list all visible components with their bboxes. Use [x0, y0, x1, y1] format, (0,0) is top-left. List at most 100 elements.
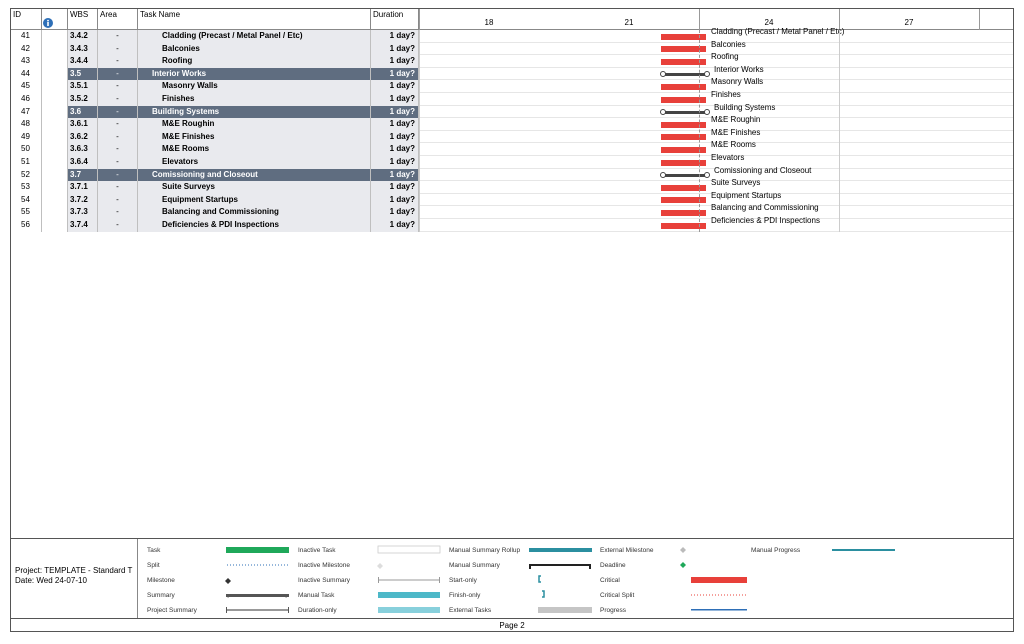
gantt-row: M&E Roughin [419, 115, 1013, 131]
task-indicators [42, 67, 68, 81]
task-wbs: 3.6.3 [68, 143, 98, 156]
task-wbs: 3.7.1 [68, 181, 98, 194]
legend-label: Duration-only [298, 607, 337, 614]
task-name: Balancing and Commissioning [138, 206, 371, 219]
task-row[interactable]: 43 3.4.4- Roofing 1 day? [11, 55, 419, 68]
task-id: 52 [11, 168, 42, 182]
task-id: 48 [11, 118, 42, 131]
task-row[interactable]: 42 3.4.3- Balconies 1 day? [11, 42, 419, 56]
bar-label: Cladding (Precast / Metal Panel / Etc) [711, 27, 845, 36]
critical-task-bar[interactable] [661, 83, 706, 90]
summary-task-row[interactable]: 44 3.5- Interior Works 1 day? [11, 67, 419, 81]
task-duration: 1 day? [371, 105, 419, 119]
info-icon [43, 18, 53, 28]
task-row[interactable]: 56 3.7.4- Deficiencies & PDI Inspections 1 … [11, 219, 419, 232]
task-wbs: 3.7.4 [68, 219, 98, 232]
task-duration: 1 day? [371, 30, 419, 43]
legend-symbols-col1 [225, 547, 289, 613]
timescale-tick: 27 [904, 18, 914, 27]
legend-symbols-col5 [832, 549, 895, 551]
legend-label: External Tasks [449, 607, 492, 614]
task-name: Deficiencies & PDI Inspections [138, 219, 371, 232]
gantt-row: Masonry Walls [419, 77, 1013, 93]
task-name: Cladding (Precast / Metal Panel / Etc) [138, 30, 371, 43]
critical-task-bar[interactable] [661, 184, 706, 191]
timescale-divider [979, 9, 980, 30]
task-row[interactable]: 41 3.4.2- Cladding (Precast / Metal Panel … [11, 30, 419, 43]
task-wbs: 3.6 [68, 105, 98, 119]
summary-bar[interactable] [663, 72, 707, 76]
task-row[interactable]: 51 3.6.4- Elevators 1 day? [11, 156, 419, 169]
critical-task-bar[interactable] [661, 159, 706, 166]
task-area: - [98, 42, 138, 56]
task-row[interactable]: 46 3.5.2- Finishes 1 day? [11, 93, 419, 106]
task-indicators [42, 118, 68, 131]
task-area: - [98, 193, 138, 207]
task-name: Equipment Startups [138, 193, 371, 207]
summary-task-row[interactable]: 52 3.7- Comissioning and Closeout 1 day? [11, 168, 419, 182]
task-duration: 1 day? [371, 156, 419, 169]
summary-task-row[interactable]: 47 3.6- Building Systems 1 day? [11, 105, 419, 119]
header-duration: Duration [371, 9, 419, 30]
critical-task-bar[interactable] [661, 96, 706, 103]
task-row[interactable]: 53 3.7.1- Suite Surveys 1 day? [11, 181, 419, 194]
critical-task-bar[interactable] [661, 121, 706, 128]
critical-task-bar[interactable] [661, 134, 706, 141]
gantt-row: Balancing and Commissioning [419, 203, 1013, 219]
gantt-row: Balconies [419, 40, 1013, 56]
critical-task-bar[interactable] [661, 146, 706, 153]
task-area: - [98, 55, 138, 68]
task-indicators [42, 130, 68, 144]
task-id: 50 [11, 143, 42, 156]
task-id: 41 [11, 30, 42, 43]
task-wbs: 3.7.3 [68, 206, 98, 219]
task-row[interactable]: 49 3.6.2- M&E Finishes 1 day? [11, 130, 419, 144]
task-wbs: 3.5 [68, 67, 98, 81]
header-indicators [42, 9, 68, 30]
task-name: Elevators [138, 156, 371, 169]
task-row[interactable]: 45 3.5.1- Masonry Walls 1 day? [11, 80, 419, 93]
task-duration: 1 day? [371, 219, 419, 232]
legend-label: Inactive Milestone [298, 562, 351, 569]
bar-label: M&E Rooms [711, 140, 756, 150]
task-area: - [98, 130, 138, 144]
bar-label: Elevators [711, 153, 745, 162]
critical-task-bar[interactable] [661, 33, 706, 40]
critical-task-bar[interactable] [661, 58, 706, 65]
critical-task-bar[interactable] [661, 197, 706, 204]
summary-bar[interactable] [663, 110, 707, 114]
task-duration: 1 day? [371, 118, 419, 131]
task-id: 45 [11, 80, 42, 93]
critical-task-bar[interactable] [661, 222, 706, 229]
task-indicators [42, 193, 68, 207]
legend-label: Inactive Task [298, 547, 336, 554]
task-area: - [98, 105, 138, 119]
legend-label: Manual Task [298, 592, 335, 599]
task-row[interactable]: 48 3.6.1- M&E Roughin 1 day? [11, 118, 419, 131]
bar-label: Building Systems [714, 102, 776, 112]
task-row[interactable]: 54 3.7.2- Equipment Startups 1 day? [11, 193, 419, 207]
task-row[interactable]: 55 3.7.3- Balancing and Commissioning 1 day… [11, 206, 419, 219]
task-indicators [42, 181, 68, 194]
timescale-divider [839, 9, 840, 30]
timescale-tick: 21 [624, 18, 634, 27]
timescale-divider [699, 9, 700, 30]
timescale-divider [419, 9, 420, 30]
task-wbs: 3.6.1 [68, 118, 98, 131]
critical-task-bar[interactable] [661, 46, 706, 53]
gantt-row: Cladding (Precast / Metal Panel / Etc) [419, 27, 1013, 43]
critical-task-bar[interactable] [661, 209, 706, 216]
task-indicators [42, 206, 68, 219]
summary-bar[interactable] [663, 173, 707, 177]
task-row[interactable]: 50 3.6.3- M&E Rooms 1 day? [11, 143, 419, 156]
task-wbs: 3.5.1 [68, 80, 98, 93]
legend-label: Split [147, 562, 160, 569]
task-area: - [98, 181, 138, 194]
gantt-row: M&E Rooms [419, 140, 1013, 156]
legend-symbols-col4 [680, 547, 747, 611]
task-wbs: 3.6.4 [68, 156, 98, 169]
task-duration: 1 day? [371, 67, 419, 81]
gantt-row: Equipment Startups [419, 191, 1013, 207]
bar-label: Balancing and Commissioning [711, 203, 819, 213]
task-name: Finishes [138, 93, 371, 106]
